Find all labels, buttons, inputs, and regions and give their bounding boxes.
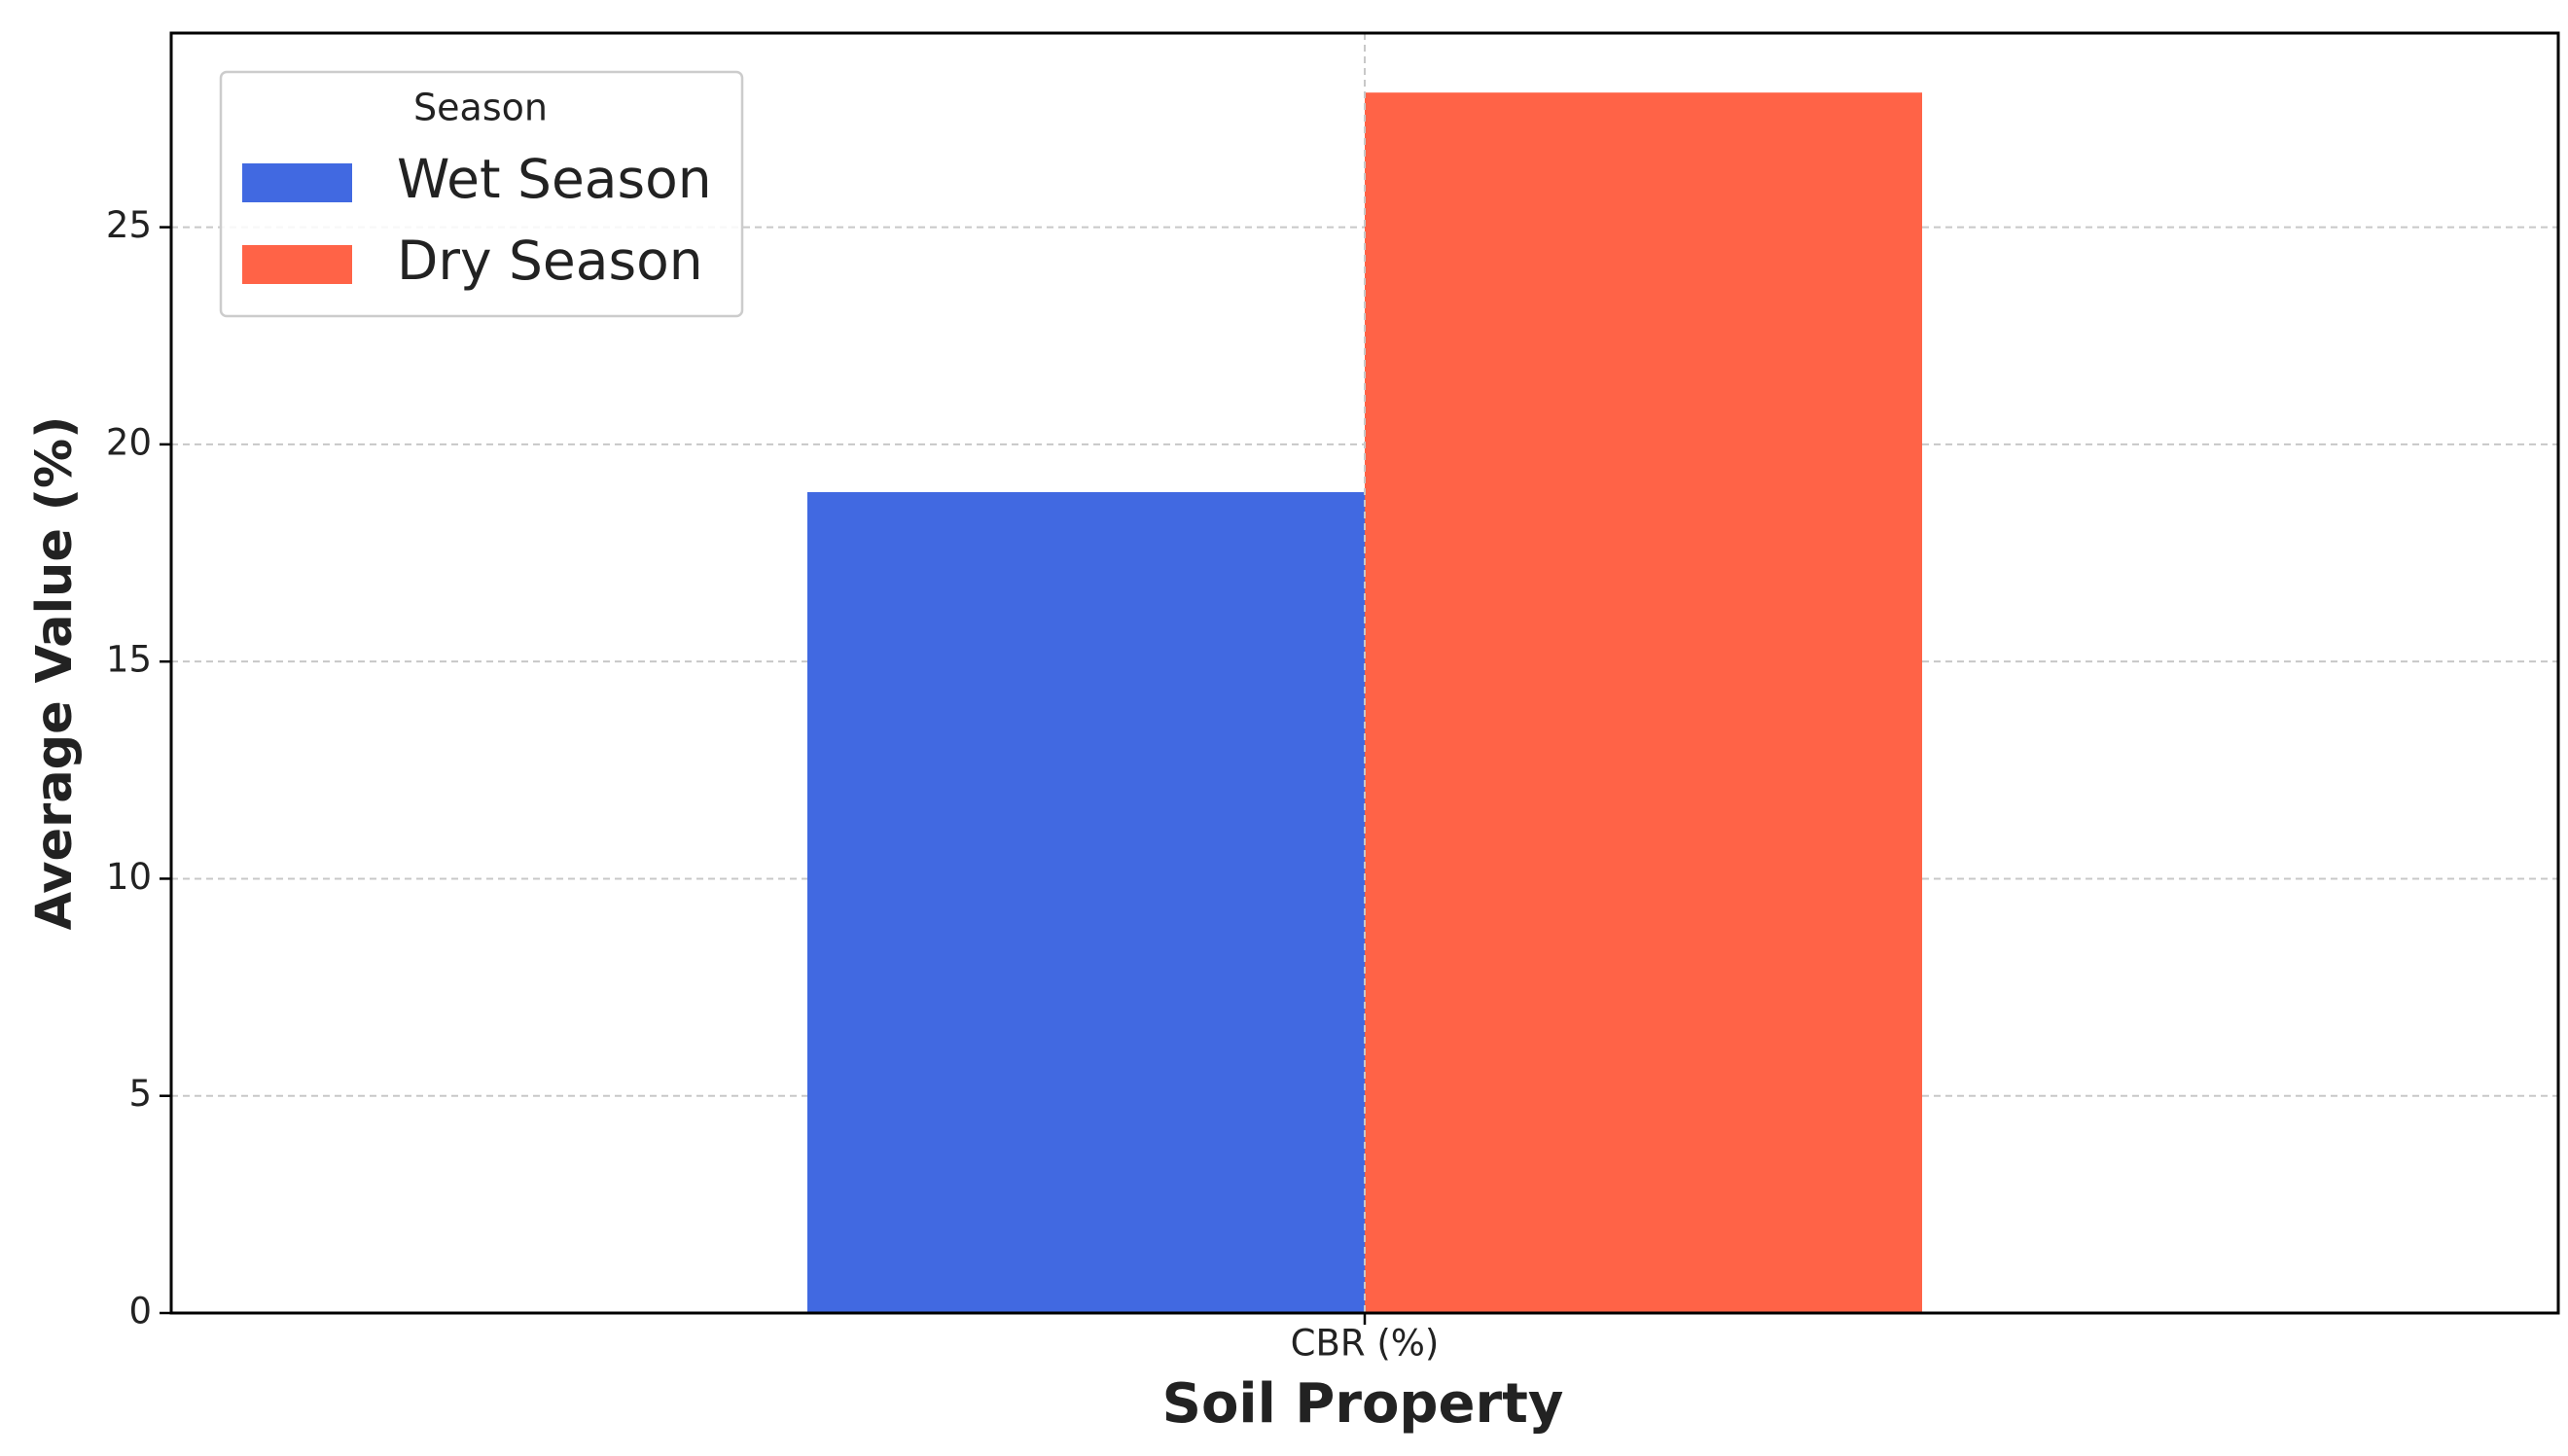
legend-label: Wet Season <box>397 148 712 210</box>
bar <box>1365 92 1923 1314</box>
legend-label: Dry Season <box>397 230 703 292</box>
legend-swatch <box>242 163 352 202</box>
legend-swatch <box>242 245 352 284</box>
y-tick-label: 0 <box>128 1291 152 1332</box>
y-tick-label: 5 <box>128 1073 152 1115</box>
x-axis-label: Soil Property <box>1162 1372 1564 1436</box>
y-tick-label: 10 <box>106 856 152 898</box>
y-tick-label: 15 <box>106 639 152 681</box>
bar <box>806 492 1365 1313</box>
y-tick-label: 25 <box>106 204 152 246</box>
plot-frame <box>169 31 2560 1315</box>
y-axis-label: Average Value (%) <box>26 416 84 931</box>
legend-title: Season <box>413 87 548 129</box>
x-tick-label: CBR (%) <box>1291 1323 1440 1365</box>
y-tick-label: 20 <box>106 421 152 463</box>
